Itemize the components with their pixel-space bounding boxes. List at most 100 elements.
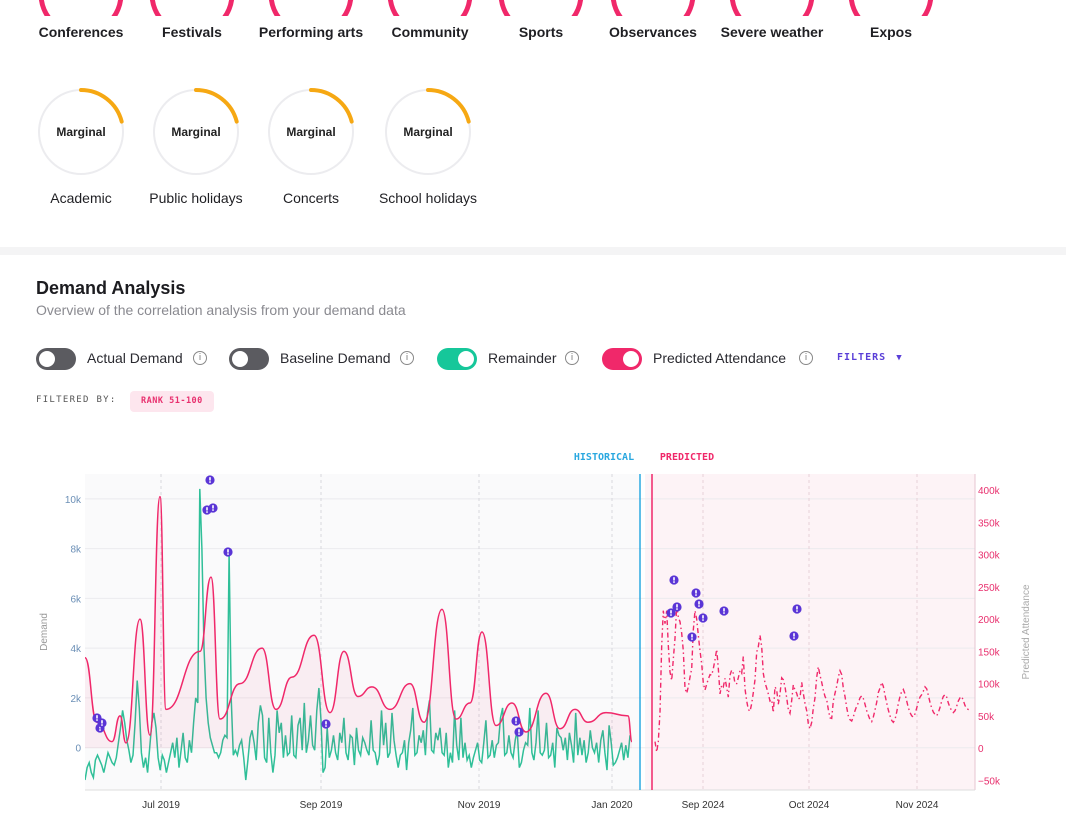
- section-title: Demand Analysis: [36, 278, 186, 298]
- category-label-community[interactable]: Community: [391, 24, 469, 40]
- event-alert-icon[interactable]: [666, 608, 676, 618]
- event-alert-icon[interactable]: [514, 727, 524, 737]
- category-label-observances[interactable]: Observances: [609, 24, 697, 40]
- series-layer: [85, 488, 971, 781]
- actual-demand-label: Actual Demand: [87, 350, 183, 366]
- baseline-demand-label: Baseline Demand: [280, 350, 391, 366]
- impact-ring: [38, 88, 124, 175]
- ring-arc: [387, 0, 473, 16]
- ring-arc: [38, 0, 124, 16]
- demand-chart: HISTORICAL PREDICTED 10k 8k 6k 4k 2k 0 400k 350…: [39, 452, 1032, 811]
- impact-ring: [385, 88, 471, 175]
- impact-ring: [610, 0, 696, 16]
- category-label-public-holidays[interactable]: Public holidays: [149, 190, 243, 206]
- event-alert-icon[interactable]: [789, 631, 799, 641]
- category-ring-school-holidays[interactable]: Marginal: [384, 88, 472, 176]
- y2-tick-label: 350k: [978, 518, 1001, 529]
- y2-axis-label: Predicted Attendance: [1021, 584, 1032, 680]
- event-alert-icon-dot: [723, 612, 725, 614]
- ring-progress: [79, 88, 124, 124]
- category-label-school-holidays[interactable]: School holidays: [378, 190, 478, 206]
- filters-label: FILTERS: [837, 352, 887, 363]
- y-tick-label: 0: [75, 744, 81, 755]
- info-icon[interactable]: i: [565, 351, 579, 365]
- event-alert-icon-dot: [691, 638, 693, 640]
- filters-dropdown[interactable]: FILTERS ▼: [837, 352, 903, 363]
- event-alert-icon[interactable]: [792, 604, 802, 614]
- event-alert-icon[interactable]: [687, 632, 697, 642]
- event-alert-icon[interactable]: [698, 613, 708, 623]
- event-alert-icon-stem: [702, 615, 704, 619]
- event-alert-icon-stem: [227, 549, 229, 553]
- event-alert-icon-dot: [676, 608, 678, 610]
- category-label-festivals[interactable]: Festivals: [162, 24, 222, 40]
- event-alert-icon[interactable]: [691, 588, 701, 598]
- historical-attendance-line: [85, 495, 633, 744]
- impact-ring: [149, 0, 235, 16]
- event-markers: [92, 475, 802, 737]
- event-alert-icon[interactable]: [321, 719, 331, 729]
- event-alert-icon[interactable]: [669, 575, 679, 585]
- x-tick-label: Jan 2020: [591, 800, 633, 811]
- event-alert-icon[interactable]: [208, 503, 218, 513]
- category-ring-concerts[interactable]: Marginal: [267, 88, 355, 176]
- event-alert-icon[interactable]: [672, 602, 682, 612]
- impact-ring: [387, 0, 473, 16]
- y-tick-label: 10k: [65, 495, 82, 506]
- event-alert-icon-dot: [227, 553, 229, 555]
- category-label-sports[interactable]: Sports: [518, 24, 564, 40]
- impact-ring: [38, 0, 124, 16]
- section-subtitle: Overview of the correlation analysis fro…: [36, 302, 406, 318]
- category-label-concerts[interactable]: Concerts: [282, 190, 340, 206]
- category-label-academic[interactable]: Academic: [50, 190, 112, 206]
- event-alert-icon[interactable]: [223, 547, 233, 557]
- event-alert-icon-dot: [209, 481, 211, 483]
- ring-arc: [610, 0, 696, 16]
- event-alert-icon-dot: [206, 511, 208, 513]
- event-alert-icon-stem: [698, 601, 700, 605]
- baseline-demand-toggle[interactable]: [229, 348, 269, 370]
- predicted-label: PREDICTED: [660, 452, 714, 463]
- predicted-attendance-toggle[interactable]: [602, 348, 642, 370]
- event-alert-icon-stem: [695, 590, 697, 594]
- event-alert-icon-stem: [796, 606, 798, 610]
- event-alert-icon-dot: [670, 614, 672, 616]
- event-alert-icon-stem: [96, 715, 98, 719]
- y-axis-label: Demand: [39, 613, 50, 651]
- info-icon[interactable]: i: [193, 351, 207, 365]
- x-tick-label: Nov 2019: [458, 800, 501, 811]
- remainder-toggle[interactable]: [437, 348, 477, 370]
- y-tick-label: 8k: [70, 545, 82, 556]
- event-alert-icon[interactable]: [719, 606, 729, 616]
- ring-progress: [309, 88, 354, 124]
- event-alert-icon[interactable]: [97, 718, 107, 728]
- event-alert-icon-stem: [515, 718, 517, 722]
- actual-demand-toggle[interactable]: [36, 348, 76, 370]
- info-icon[interactable]: i: [799, 351, 813, 365]
- y2-tick-label: 150k: [978, 647, 1001, 658]
- category-ring-public-holidays[interactable]: Marginal: [152, 88, 240, 176]
- event-alert-icon-stem: [101, 720, 103, 724]
- event-alert-icon-stem: [518, 729, 520, 733]
- historical-attendance-area: [85, 496, 632, 749]
- info-icon[interactable]: i: [400, 351, 414, 365]
- event-alert-icon-dot: [793, 637, 795, 639]
- ring-progress: [426, 88, 471, 124]
- category-ring-academic[interactable]: Marginal: [37, 88, 125, 176]
- y2-tick-label: 300k: [978, 551, 1001, 562]
- y-tick-label: 4k: [70, 644, 82, 655]
- category-label-severe-weather[interactable]: Severe weather: [720, 24, 824, 40]
- ring-status: Marginal: [56, 125, 106, 139]
- filter-chip[interactable]: RANK 51-100: [130, 391, 214, 412]
- event-alert-icon[interactable]: [205, 475, 215, 485]
- category-label-performing-arts[interactable]: Performing arts: [258, 24, 364, 40]
- demand-analysis-panel: Demand Analysis Overview of the correlat…: [0, 255, 1066, 830]
- x-tick-label: Oct 2024: [789, 800, 830, 811]
- remainder-series-line: [85, 488, 631, 781]
- category-label-conferences[interactable]: Conferences: [38, 24, 124, 40]
- event-alert-icon[interactable]: [511, 716, 521, 726]
- predicted-attendance-label: Predicted Attendance: [653, 350, 787, 366]
- category-label-expos[interactable]: Expos: [869, 24, 912, 40]
- event-alert-icon[interactable]: [694, 599, 704, 609]
- event-alert-icon-dot: [515, 722, 517, 724]
